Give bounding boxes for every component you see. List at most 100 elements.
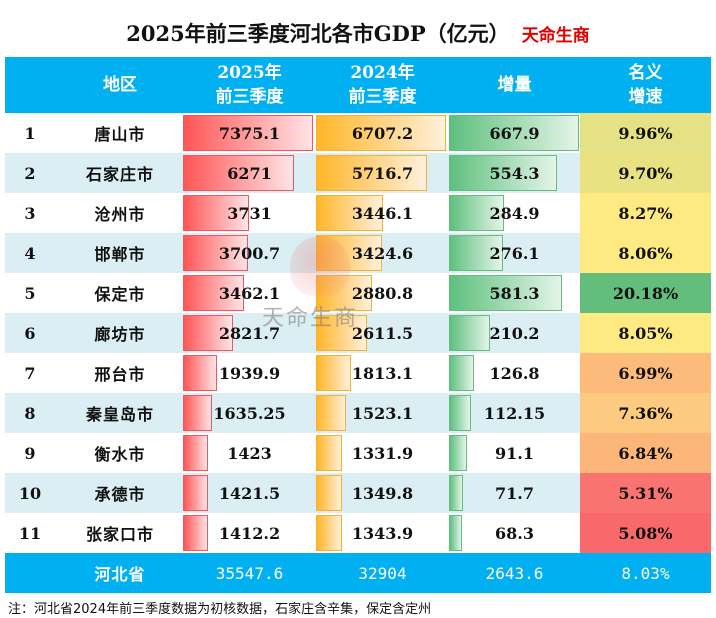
rank: 9 <box>24 443 36 463</box>
table-row: 9 衡水市 1423 1331.9 91.1 6.84% <box>5 433 711 473</box>
growth-value: 5.31% <box>580 473 711 513</box>
city-name: 邯郸市 <box>94 245 146 264</box>
gdp-table: 地区 2025年 前三季度 2024年 前三季度 增量 名义 增速 1 唐山市 7375.… <box>5 57 711 593</box>
bar-gdp2024 <box>316 515 343 551</box>
bar-gdp2024 <box>316 155 427 191</box>
gdp2024-value: 1331.9 <box>351 443 414 463</box>
bar-increase <box>449 275 563 311</box>
table-row: 11 张家口市 1412.2 1343.9 68.3 5.08% <box>5 513 711 553</box>
bar-increase <box>449 235 503 271</box>
bar-increase <box>449 475 463 511</box>
rank: 7 <box>24 363 36 383</box>
growth-value: 7.36% <box>580 393 711 433</box>
rank: 10 <box>18 483 42 503</box>
bar-increase <box>449 115 579 151</box>
bar-gdp2025 <box>183 155 294 191</box>
city-name: 邢台市 <box>94 365 146 384</box>
increase-value: 210.2 <box>489 323 540 343</box>
bar-gdp2025 <box>183 315 233 351</box>
bar-increase <box>449 435 467 471</box>
gdp2025-value: 3700.7 <box>218 243 281 263</box>
gdp2024-value: 1523.1 <box>351 403 414 423</box>
table-row: 5 保定市 3462.1 2880.8 581.3 20.18% <box>5 273 711 313</box>
gdp2025-value: 1421.5 <box>218 483 281 503</box>
growth-value: 9.70% <box>580 153 711 193</box>
bar-gdp2025 <box>183 515 208 551</box>
bar-increase <box>449 155 557 191</box>
growth-value: 9.96% <box>580 113 711 153</box>
table-row: 1 唐山市 7375.1 6707.2 667.9 9.96% <box>5 113 711 153</box>
bar-gdp2024 <box>316 235 383 271</box>
bar-gdp2025 <box>183 275 245 311</box>
gdp2024-value: 1813.1 <box>351 363 414 383</box>
city-name: 保定市 <box>94 285 146 304</box>
gdp2025-value: 1939.9 <box>218 363 281 383</box>
rank: 11 <box>18 523 42 543</box>
increase-value: 112.15 <box>483 403 546 423</box>
bar-increase <box>449 355 474 391</box>
city-name: 张家口市 <box>85 525 154 544</box>
footnote: 注：河北省2024年前三季度数据为初核数据，石家庄含辛集，保定含定州 <box>8 602 432 617</box>
gdp2025-value: 3731 <box>227 203 272 223</box>
gdp2024-value: 6707.2 <box>351 123 414 143</box>
growth-value: 8.27% <box>580 193 711 233</box>
city-name: 衡水市 <box>94 445 146 464</box>
increase-value: 126.8 <box>489 363 540 383</box>
increase-value: 667.9 <box>489 123 540 143</box>
city-name: 承德市 <box>94 485 146 504</box>
table-row: 8 秦皇岛市 1635.25 1523.1 112.15 7.36% <box>5 393 711 433</box>
bar-gdp2025 <box>183 235 249 271</box>
bar-gdp2025 <box>183 195 249 231</box>
gdp2025-value: 6271 <box>227 163 272 183</box>
bar-gdp2025 <box>183 115 313 151</box>
gdp2024-value: 1349.8 <box>351 483 414 503</box>
growth-value: 20.18% <box>580 273 711 313</box>
total-increase: 2643.6 <box>485 563 544 583</box>
rank: 3 <box>24 203 36 223</box>
header-gdp2024: 2024年 前三季度 <box>348 63 417 107</box>
table-header: 地区 2025年 前三季度 2024年 前三季度 增量 名义 增速 <box>5 57 711 113</box>
increase-value: 91.1 <box>495 443 534 463</box>
brand-label: 天命生商 <box>521 26 590 46</box>
increase-value: 581.3 <box>489 283 540 303</box>
header-gdp2025: 2025年 前三季度 <box>215 63 284 107</box>
table-body: 1 唐山市 7375.1 6707.2 667.9 9.96% 2 石家庄市 6271 5716.… <box>5 113 711 553</box>
gdp2024-value: 2611.5 <box>351 323 414 343</box>
city-name: 廊坊市 <box>94 325 146 344</box>
gdp2024-value: 3446.1 <box>351 203 414 223</box>
bar-increase <box>449 395 471 431</box>
header-increase: 增量 <box>497 75 532 95</box>
bar-gdp2024 <box>316 275 372 311</box>
increase-value: 276.1 <box>489 243 540 263</box>
bar-gdp2025 <box>183 355 218 391</box>
city-name: 秦皇岛市 <box>85 405 154 424</box>
city-name: 沧州市 <box>94 205 146 224</box>
bar-gdp2024 <box>316 315 367 351</box>
city-name: 唐山市 <box>94 125 146 144</box>
bar-gdp2025 <box>183 475 209 511</box>
title-text: 2025年前三季度河北各市GDP（亿元） <box>126 21 510 46</box>
bar-increase <box>449 195 505 231</box>
increase-value: 68.3 <box>495 523 534 543</box>
bar-increase <box>449 515 463 551</box>
bar-gdp2024 <box>316 435 342 471</box>
bar-gdp2025 <box>183 435 209 471</box>
table-row: 2 石家庄市 6271 5716.7 554.3 9.70% <box>5 153 711 193</box>
header-growth: 名义 增速 <box>628 63 663 107</box>
gdp2024-value: 1343.9 <box>351 523 414 543</box>
chart-title: 2025年前三季度河北各市GDP（亿元） 天命生商 <box>0 18 716 48</box>
total-gdp2024: 32904 <box>358 563 407 583</box>
total-gdp2025: 35547.6 <box>215 563 284 583</box>
increase-value: 284.9 <box>489 203 540 223</box>
increase-value: 71.7 <box>495 483 534 503</box>
increase-value: 554.3 <box>489 163 540 183</box>
gdp2024-value: 5716.7 <box>351 163 414 183</box>
growth-value: 6.99% <box>580 353 711 393</box>
gdp2024-value: 3424.6 <box>351 243 414 263</box>
rank: 2 <box>24 163 36 183</box>
total-row: 河北省 35547.6 32904 2643.6 8.03% <box>5 553 711 593</box>
city-name: 石家庄市 <box>85 165 154 184</box>
bar-increase <box>449 315 490 351</box>
table-row: 3 沧州市 3731 3446.1 284.9 8.27% <box>5 193 711 233</box>
table-row: 7 邢台市 1939.9 1813.1 126.8 6.99% <box>5 353 711 393</box>
